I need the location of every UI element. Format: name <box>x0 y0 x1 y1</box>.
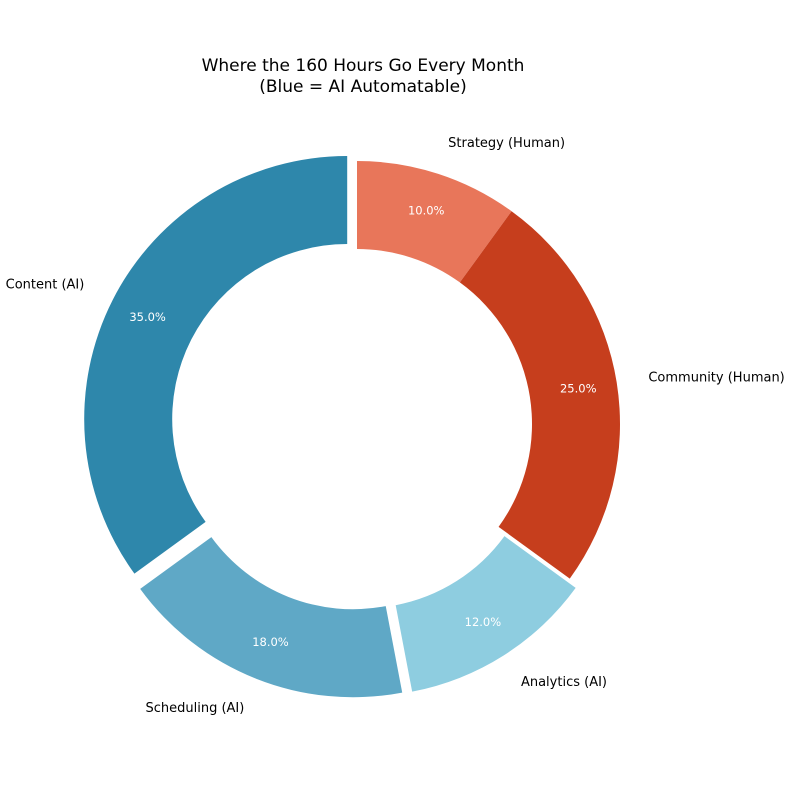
pct-label-scheduling-ai: 18.0% <box>252 635 289 649</box>
slice-content-ai <box>84 156 348 574</box>
chart-title-line-2: (Blue = AI Automatable) <box>259 77 467 97</box>
slice-community-human <box>459 211 620 579</box>
slice-label-strategy-human: Strategy (Human) <box>448 136 565 151</box>
slice-label-content-ai: Content (AI) <box>6 278 85 293</box>
chart-title-group: Where the 160 Hours Go Every Month (Blue… <box>202 56 525 97</box>
slice-scheduling-ai <box>140 537 403 698</box>
pct-label-analytics-ai: 12.0% <box>465 615 502 629</box>
pct-label-community-human: 25.0% <box>560 381 597 395</box>
slice-strategy-human <box>357 161 512 283</box>
slice-analytics-ai <box>395 536 576 692</box>
slice-label-scheduling-ai: Scheduling (AI) <box>145 701 244 716</box>
pct-label-content-ai: 35.0% <box>129 310 166 324</box>
labels-group: Strategy (Human) 10.0% Community (Human) 25… <box>6 136 785 716</box>
pct-label-strategy-human: 10.0% <box>408 203 445 217</box>
slice-label-community-human: Community (Human) <box>648 370 784 385</box>
slices-group <box>84 156 620 698</box>
chart-title-line-1: Where the 160 Hours Go Every Month <box>202 56 525 76</box>
slice-label-analytics-ai: Analytics (AI) <box>521 675 607 690</box>
